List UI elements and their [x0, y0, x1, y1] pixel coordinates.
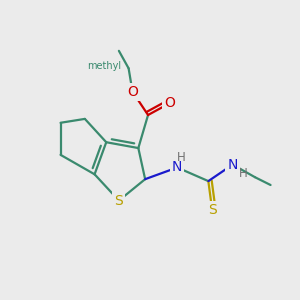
Text: S: S [115, 194, 123, 208]
Text: O: O [127, 85, 138, 99]
Text: methyl: methyl [87, 61, 121, 71]
Text: S: S [208, 203, 217, 217]
Text: N: N [227, 158, 238, 172]
Text: O: O [164, 96, 175, 110]
Text: N: N [172, 160, 182, 175]
Text: H: H [239, 167, 248, 180]
Text: H: H [177, 151, 185, 164]
